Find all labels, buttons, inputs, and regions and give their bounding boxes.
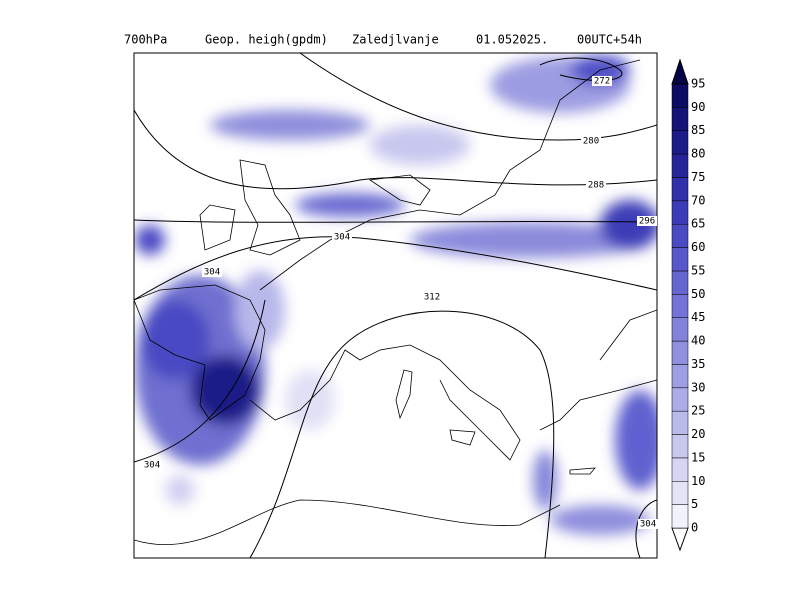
colorbar-box <box>671 223 689 248</box>
colorbar-box <box>671 434 689 459</box>
colorbar-box <box>671 364 689 389</box>
contour-label-bg <box>422 292 442 302</box>
contour-label-bg <box>637 216 657 226</box>
contour-label: 296 <box>639 217 655 227</box>
contour-label-bg <box>142 460 162 470</box>
colorbar-tick-label: 35 <box>691 357 705 371</box>
title-place: Zaledjlvanje <box>352 33 439 47</box>
colorbar-box <box>671 107 689 131</box>
colorbar-tick-label: 50 <box>691 287 705 301</box>
title-date: 01.052025. <box>476 33 548 47</box>
colorbar-box <box>671 410 689 435</box>
colorbar-box <box>671 130 689 155</box>
contour-label-bg <box>581 136 601 146</box>
colorbar-tick-label: 55 <box>691 263 705 277</box>
contour-label: 304 <box>204 268 220 278</box>
contour-label-bg <box>202 267 222 277</box>
colorbar-tick-label: 40 <box>691 334 705 348</box>
title-field: Geop. heigh(gpdm) <box>205 33 328 47</box>
colorbar-tick-label: 30 <box>691 380 705 394</box>
contour-label: 312 <box>424 293 440 303</box>
title-level: 700hPa <box>124 33 167 47</box>
precip-shading <box>135 55 657 535</box>
colorbar-tick-label: 70 <box>691 193 705 207</box>
colorbar-tick-label: 15 <box>691 450 705 464</box>
colorbar-box <box>671 457 689 482</box>
colorbar-box <box>671 481 689 505</box>
colorbar-box <box>671 247 689 272</box>
colorbar-box <box>671 153 689 178</box>
colorbar-tick-label: 75 <box>691 170 705 184</box>
colorbar-high <box>671 58 689 85</box>
colorbar-tick-label: 60 <box>691 240 705 254</box>
colorbar-box <box>671 340 689 365</box>
colorbar-box <box>671 294 689 318</box>
colorbar-tick-label: 20 <box>691 427 705 441</box>
colorbar-box <box>671 504 689 529</box>
colorbar-tick-label: 90 <box>691 100 705 114</box>
colorbar-tick-label: 95 <box>691 77 705 91</box>
contour-labels: 272 280 288 296 304 304 312 304 304 <box>142 76 658 530</box>
contour-label: 272 <box>594 77 610 87</box>
map-frame <box>133 52 658 559</box>
colorbar-box <box>671 317 689 342</box>
contour-label: 288 <box>588 181 604 191</box>
map-area <box>134 53 657 558</box>
contour-label: 280 <box>583 137 599 147</box>
colorbar-low <box>671 527 689 552</box>
colorbar: 0 5 10 15 20 25 30 35 40 45 50 55 60 65 70 75 80 85 90 95 <box>671 58 705 552</box>
title-run: 00UTC+54h <box>577 33 642 47</box>
colorbar-tick-label: 65 <box>691 217 705 231</box>
contour-label: 304 <box>640 520 656 530</box>
colorbar-tick-label: 80 <box>691 147 705 161</box>
colorbar-tick-label: 0 <box>691 521 698 535</box>
colorbar-tick-label: 25 <box>691 404 705 418</box>
colorbar-box <box>671 200 689 225</box>
colorbar-box <box>671 177 689 202</box>
colorbar-tick-label: 85 <box>691 123 705 137</box>
contour-label-bg <box>332 232 352 242</box>
contour-label-bg <box>586 180 606 190</box>
colorbar-tick-label: 45 <box>691 310 705 324</box>
colorbar-box <box>671 83 689 108</box>
contour-label-bg <box>592 76 612 86</box>
contour-label: 304 <box>144 461 160 471</box>
colorbar-box <box>671 387 689 412</box>
colorbar-tick-label: 10 <box>691 474 705 488</box>
contour-label: 304 <box>334 233 350 243</box>
colorbar-box <box>671 270 689 295</box>
contour-label-bg <box>638 519 658 529</box>
coastlines <box>134 59 657 546</box>
colorbar-tick-label: 5 <box>691 497 698 511</box>
